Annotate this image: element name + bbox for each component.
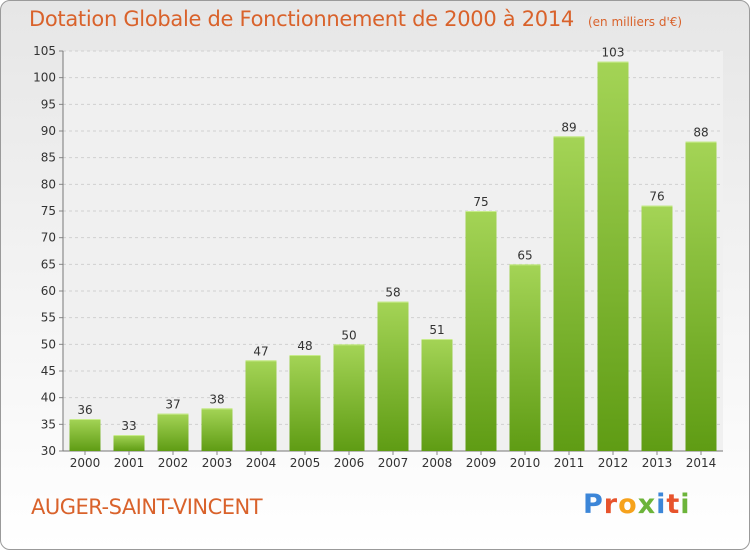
x-tick-label-2006: 2006 (334, 456, 365, 470)
y-tick-label: 35 (41, 417, 56, 431)
bar-2006 (333, 344, 365, 451)
bar-2009 (465, 211, 497, 451)
logo-letter: r (603, 489, 619, 520)
x-tick-label-2009: 2009 (466, 456, 497, 470)
bar-2008 (421, 339, 453, 451)
bar-2010 (509, 264, 541, 451)
chart-subtitle: (en milliers d'€) (587, 15, 683, 29)
data-label-2012: 103 (602, 46, 625, 60)
data-label-2002: 37 (165, 398, 180, 412)
data-label-2014: 88 (693, 126, 708, 140)
bar-2004 (245, 360, 277, 451)
data-label-2010: 65 (517, 248, 532, 262)
logo-letter: x (637, 489, 657, 520)
y-tick-label: 70 (41, 231, 56, 245)
chart-title-text: Dotation Globale de Fonctionnement de 20… (29, 7, 574, 31)
y-tick-label: 105 (33, 44, 56, 58)
y-tick-label: 85 (41, 151, 56, 165)
y-tick-label: 40 (41, 391, 56, 405)
bar-2013 (641, 205, 673, 451)
y-tick-label: 75 (41, 204, 56, 218)
y-tick-label: 100 (33, 71, 56, 85)
data-label-2003: 38 (209, 392, 224, 406)
data-label-2009: 75 (473, 195, 488, 209)
x-tick-label-2010: 2010 (510, 456, 541, 470)
y-tick-label: 60 (41, 284, 56, 298)
y-tick-label: 50 (41, 337, 56, 351)
data-label-2004: 47 (253, 344, 268, 358)
logo-letter: P (583, 489, 604, 520)
x-tick-label-2000: 2000 (70, 456, 101, 470)
bar-2005 (289, 355, 321, 451)
bar-2003 (201, 408, 233, 451)
logo-letter: i (680, 489, 691, 520)
data-label-2001: 33 (121, 419, 136, 433)
y-tick-label: 65 (41, 257, 56, 271)
y-tick-label: 45 (41, 364, 56, 378)
bar-2012 (597, 61, 629, 452)
logo-letter: i (656, 489, 667, 520)
data-label-2011: 89 (561, 120, 576, 134)
bar-2000 (69, 419, 101, 451)
data-label-2007: 58 (385, 286, 400, 300)
data-label-2013: 76 (649, 190, 664, 204)
y-tick-label: 95 (41, 97, 56, 111)
label-layer: 30 35 40 45 50 55 60 65 70 75 80 85 90 95 100 105 36 2000… (33, 44, 716, 470)
bar-layer (69, 61, 717, 452)
commune-name: AUGER-SAINT-VINCENT (31, 495, 263, 519)
x-tick-label-2005: 2005 (290, 456, 321, 470)
bar-2007 (377, 301, 409, 451)
x-tick-label-2001: 2001 (114, 456, 145, 470)
x-tick-label-2011: 2011 (554, 456, 585, 470)
data-label-2006: 50 (341, 328, 356, 342)
y-tick-label: 80 (41, 177, 56, 191)
x-tick-label-2014: 2014 (686, 456, 717, 470)
x-tick-label-2013: 2013 (642, 456, 673, 470)
data-label-2000: 36 (77, 403, 92, 417)
logo-letter: o (618, 489, 638, 520)
x-tick-label-2004: 2004 (246, 456, 277, 470)
x-tick-label-2007: 2007 (378, 456, 409, 470)
x-tick-label-2012: 2012 (598, 456, 629, 470)
bar-2001 (113, 435, 145, 451)
bar-2014 (685, 141, 717, 451)
x-tick-label-2003: 2003 (202, 456, 233, 470)
chart-title: Dotation Globale de Fonctionnement de 20… (29, 7, 682, 31)
data-label-2008: 51 (429, 323, 444, 337)
x-tick-label-2008: 2008 (422, 456, 453, 470)
bar-2002 (157, 413, 189, 451)
data-label-2005: 48 (297, 339, 312, 353)
logo-letter: t (666, 489, 681, 520)
y-tick-label: 30 (41, 444, 56, 458)
y-tick-label: 55 (41, 311, 56, 325)
bar-2011 (553, 136, 585, 452)
proxiti-logo: Proxiti (583, 489, 691, 520)
y-tick-label: 90 (41, 124, 56, 138)
x-tick-label-2002: 2002 (158, 456, 189, 470)
